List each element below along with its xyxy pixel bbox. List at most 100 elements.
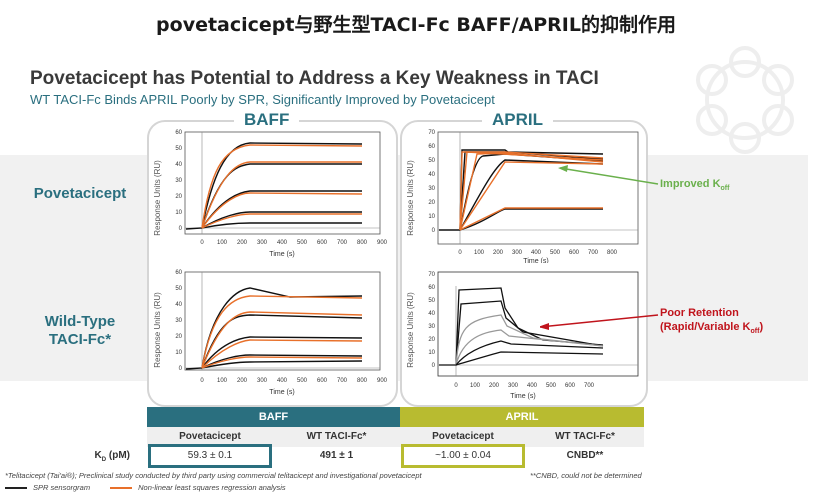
svg-text:20: 20 — [175, 194, 182, 200]
annotation-sub: off — [720, 185, 730, 193]
svg-text:100: 100 — [474, 250, 485, 256]
april-title: APRIL — [482, 110, 553, 130]
row-label-line1: Wild-Type — [44, 313, 116, 330]
svg-text:60: 60 — [428, 285, 435, 291]
svg-text:600: 600 — [565, 383, 576, 389]
footnote-right: **CNBD, could not be determined — [530, 471, 642, 480]
page-title: povetacicept与野生型TACI-Fc BAFF/APRIL的抑制作用 — [156, 14, 676, 36]
svg-text:800: 800 — [357, 378, 368, 384]
svg-text:300: 300 — [257, 378, 268, 384]
svg-text:Response Units (RU): Response Units (RU) — [153, 160, 162, 236]
svg-text:400: 400 — [527, 383, 538, 389]
svg-text:Time (s): Time (s) — [269, 389, 294, 396]
svg-text:Response Units (RU): Response Units (RU) — [153, 292, 162, 368]
svg-text:30: 30 — [175, 318, 182, 324]
svg-text:800: 800 — [357, 240, 368, 246]
baff-title: BAFF — [234, 110, 300, 130]
svg-text:700: 700 — [337, 240, 348, 246]
svg-text:400: 400 — [277, 240, 288, 246]
row-label-line2: TACI-Fc* — [48, 331, 112, 348]
annotation-arrows — [540, 165, 659, 330]
svg-text:700: 700 — [584, 383, 595, 389]
svg-text:500: 500 — [297, 378, 308, 384]
legend: SPR sensorgram Non-linear least squares … — [5, 483, 286, 492]
svg-text:50: 50 — [175, 146, 182, 152]
svg-text:400: 400 — [277, 378, 288, 384]
svg-text:30: 30 — [428, 324, 435, 330]
svg-text:500: 500 — [550, 250, 561, 256]
svg-text:0: 0 — [200, 378, 204, 384]
kd-row-label: KD (pM) — [60, 447, 130, 469]
annotation-line2: (Rapid/Variable Koff) — [660, 320, 763, 339]
table-subheader: Povetacicept — [179, 431, 241, 442]
svg-text:20: 20 — [428, 337, 435, 343]
decorative-pattern-icon — [696, 46, 794, 154]
svg-text:0: 0 — [200, 240, 204, 246]
svg-text:0: 0 — [458, 250, 462, 256]
annotation-improved-koff: Improved Koff — [660, 178, 729, 192]
svg-text:70: 70 — [428, 272, 435, 278]
svg-text:40: 40 — [428, 311, 435, 317]
svg-text:60: 60 — [428, 144, 435, 150]
svg-text:200: 200 — [489, 383, 500, 389]
kd-value-april-wt: CNBD** — [566, 450, 604, 461]
row-label-povetacicept: Povetacicept — [33, 185, 127, 202]
svg-text:40: 40 — [428, 172, 435, 178]
svg-text:60: 60 — [175, 270, 182, 276]
svg-text:10: 10 — [175, 350, 182, 356]
svg-text:40: 40 — [175, 162, 182, 168]
svg-text:500: 500 — [546, 383, 557, 389]
svg-text:200: 200 — [237, 240, 248, 246]
kd-value-april-povetacicept: ~1.00 ± 0.04 — [401, 444, 525, 468]
svg-text:900: 900 — [377, 378, 388, 384]
svg-text:30: 30 — [428, 186, 435, 192]
annotation-text: (Rapid/Variable K — [660, 321, 751, 333]
svg-text:100: 100 — [217, 378, 228, 384]
svg-text:10: 10 — [175, 210, 182, 216]
kd-sub: D — [101, 457, 107, 463]
annotation-end: ) — [759, 321, 764, 333]
svg-text:200: 200 — [237, 378, 248, 384]
svg-text:Time (s): Time (s) — [269, 251, 294, 258]
svg-text:70: 70 — [428, 130, 435, 136]
svg-text:300: 300 — [508, 383, 519, 389]
legend-black-label: SPR sensorgram — [33, 483, 91, 492]
svg-text:40: 40 — [175, 302, 182, 308]
slide-title: Povetacicept has Potential to Address a … — [30, 68, 599, 89]
arrow-improved-icon — [559, 167, 659, 185]
april-panel — [400, 120, 648, 407]
footnote-left: *Telitacicept (Tai'ai®); Preclinical stu… — [5, 471, 422, 480]
kd-value-baff-wt: 491 ± 1 — [319, 450, 354, 461]
svg-text:700: 700 — [337, 378, 348, 384]
svg-text:600: 600 — [569, 250, 580, 256]
svg-text:500: 500 — [297, 240, 308, 246]
svg-text:300: 300 — [512, 250, 523, 256]
svg-text:20: 20 — [175, 334, 182, 340]
table-subheader: WT TACI-Fc* — [555, 431, 615, 442]
svg-text:800: 800 — [607, 250, 618, 256]
arrow-poor-icon — [540, 314, 659, 328]
svg-text:700: 700 — [588, 250, 599, 256]
svg-text:0: 0 — [179, 366, 183, 372]
annotation-poor-retention: Poor Retention (Rapid/Variable Koff) — [660, 306, 763, 339]
legend-black-line-icon — [5, 486, 27, 489]
annotation-line1: Poor Retention — [660, 307, 739, 319]
svg-text:50: 50 — [428, 158, 435, 164]
svg-text:600: 600 — [317, 240, 328, 246]
kd-unit: (pM) — [106, 450, 130, 461]
svg-text:Time (s): Time (s) — [523, 258, 548, 263]
annotation-sub: off — [750, 328, 760, 336]
svg-text:50: 50 — [428, 298, 435, 304]
svg-text:100: 100 — [217, 240, 228, 246]
table-header-april: APRIL — [400, 407, 644, 427]
svg-text:0: 0 — [179, 226, 183, 232]
svg-text:400: 400 — [531, 250, 542, 256]
svg-text:300: 300 — [257, 240, 268, 246]
svg-text:50: 50 — [175, 286, 182, 292]
svg-text:0: 0 — [432, 228, 436, 234]
kd-label: K — [94, 450, 102, 461]
svg-text:0: 0 — [454, 383, 458, 389]
